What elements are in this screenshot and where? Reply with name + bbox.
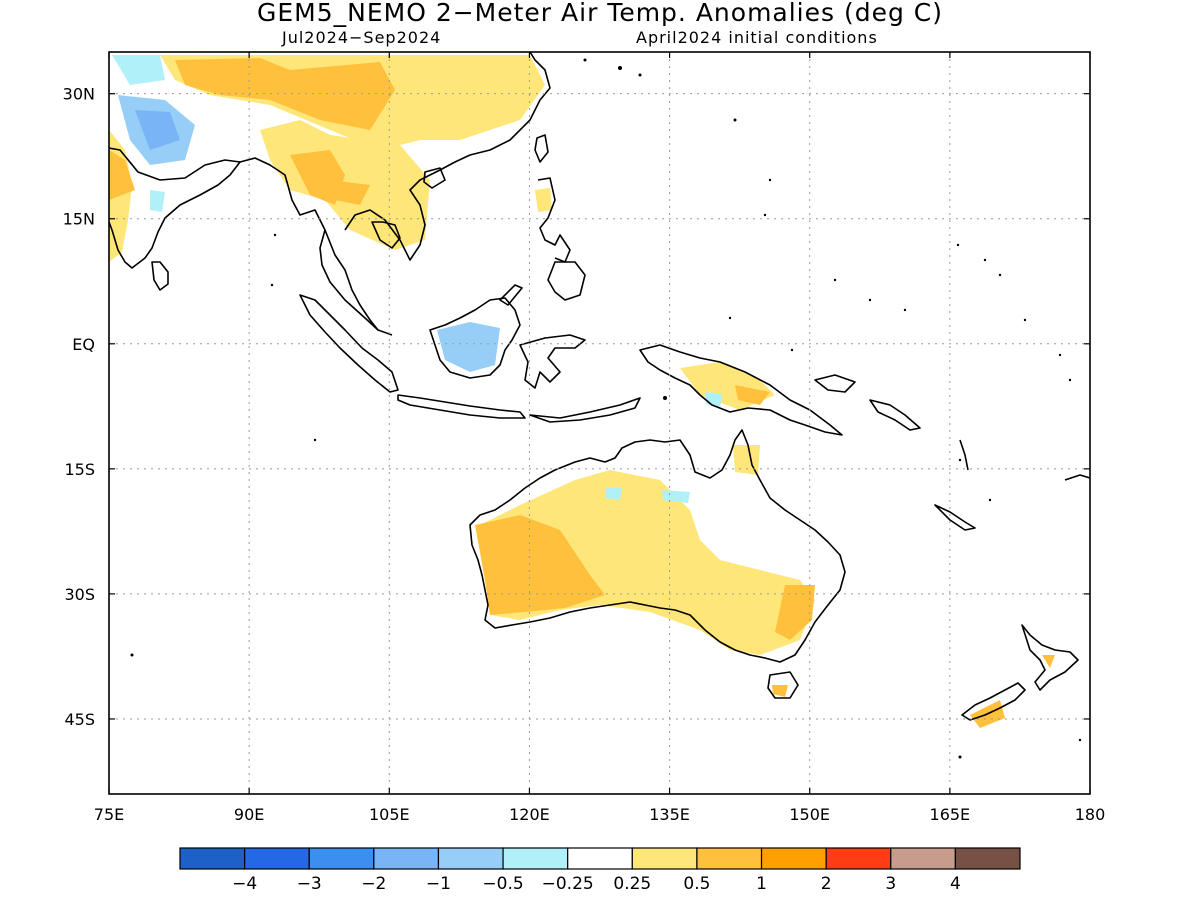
- anomaly-patch-australia-warm-core: [475, 515, 605, 615]
- coast-solomons: [869, 399, 921, 431]
- colorbar: −4 −3 −2 −1 −0.5 −0.25 0.25 0.5 1 2 3 4: [179, 847, 1021, 894]
- colorbar-swatch: [760, 847, 827, 870]
- lon-tick-label: 120E: [509, 805, 550, 824]
- lat-tick-label: 30N: [63, 85, 95, 104]
- lat-tick-label: 45S: [64, 710, 95, 729]
- coast-sulawesi: [519, 334, 586, 389]
- colorbar-label: 0.25: [613, 874, 651, 894]
- anomaly-patch-newguinea-cool: [705, 392, 722, 408]
- coast-fiji: [1064, 474, 1090, 481]
- coast-palawan: [499, 284, 523, 306]
- scattered-islands: [130, 58, 1082, 759]
- lon-tick-label: 135E: [649, 805, 690, 824]
- anomaly-shading: [109, 55, 1055, 728]
- colorbar-label: −4: [232, 874, 257, 894]
- lon-tick-label: 90E: [234, 805, 264, 824]
- anomaly-patch-arnhem-cool: [662, 490, 690, 503]
- anomaly-patch-tasmania-warm: [772, 685, 788, 697]
- anomaly-patch-philippines-warm: [535, 188, 552, 212]
- coast-borneo: [429, 297, 521, 379]
- coast-nz-south: [961, 682, 1026, 721]
- forecast-period: Jul2024−Sep2024: [282, 28, 442, 47]
- coast-gulf-thailand: [371, 221, 401, 249]
- coast-luzon: [537, 177, 571, 263]
- anomaly-patch-kimberley-cool: [605, 488, 622, 500]
- colorbar-label: −3: [297, 874, 322, 894]
- colorbar-swatch: [890, 847, 956, 870]
- map-content: [109, 52, 1090, 759]
- coast-philippines-south: [547, 261, 586, 301]
- colorbar-label: 1: [756, 874, 767, 894]
- coast-vanuatu: [959, 439, 969, 471]
- colorbar-label: 0.5: [683, 874, 710, 894]
- grid-lines: [109, 52, 1090, 794]
- coast-srilanka: [151, 261, 169, 291]
- coast-india: [109, 147, 241, 269]
- colorbar-swatch: [502, 847, 569, 870]
- map-title: GEM5_NEMO 2−Meter Air Temp. Anomalies (d…: [256, 0, 944, 27]
- colorbar-swatch: [631, 847, 698, 870]
- colorbar-swatch: [437, 847, 504, 870]
- lat-tick-label: EQ: [72, 335, 95, 354]
- lon-tick-label: 150E: [789, 805, 830, 824]
- initial-conditions-note: April2024 initial conditions: [636, 28, 878, 47]
- colorbar-label: −0.5: [482, 874, 523, 894]
- colorbar-label: −0.25: [542, 874, 594, 894]
- axis-ticks: 75E 90E 105E 120E 135E 150E 165E 180 30N 15N EQ 15S…: [63, 52, 1106, 824]
- colorbar-label: 2: [821, 874, 832, 894]
- colorbar-swatch: [567, 847, 633, 870]
- lon-tick-label: 105E: [369, 805, 410, 824]
- coast-nusa-tenggara: [529, 397, 641, 423]
- colorbar-swatch: [696, 847, 763, 870]
- lon-tick-label: 75E: [94, 805, 124, 824]
- lat-tick-label: 15N: [63, 210, 95, 229]
- anomaly-patch-deccan-cool: [150, 190, 165, 212]
- colorbar-swatch: [825, 847, 892, 870]
- anomaly-patch-nw-cool: [112, 55, 165, 85]
- anomaly-patch-india-cool-core: [135, 110, 180, 150]
- coast-nz-north: [1021, 624, 1079, 691]
- coast-newguinea: [639, 344, 843, 436]
- colorbar-swatch: [179, 847, 246, 870]
- anomaly-patch-nz-north-warm: [1042, 655, 1055, 668]
- coast-taiwan: [534, 134, 549, 163]
- anomaly-patch-australia-warm: [480, 470, 815, 655]
- colorbar-swatch: [244, 847, 310, 870]
- coast-hainan: [423, 167, 446, 189]
- coast-bay-bengal-east: [239, 157, 379, 331]
- colorbar-swatch: [373, 847, 440, 870]
- coast-new-caledonia: [934, 504, 976, 531]
- colorbar-label: 3: [885, 874, 896, 894]
- anomaly-patch-myanmar-warm: [290, 150, 345, 205]
- coast-sumatra: [299, 294, 399, 393]
- colorbar-swatch: [954, 847, 1021, 870]
- coast-malay-peninsula: [319, 229, 393, 336]
- coast-australia: [469, 429, 846, 663]
- lon-tick-label: 180: [1075, 805, 1106, 824]
- coast-new-britain: [814, 374, 856, 393]
- anomaly-patch-thai-warm: [330, 180, 370, 205]
- anomaly-patch-newguinea-core: [735, 385, 770, 405]
- colorbar-swatch: [308, 847, 375, 870]
- anomaly-patch-india-warm-core: [109, 150, 135, 200]
- anomaly-patch-borneo-cool: [437, 322, 500, 372]
- coastlines: [109, 52, 1090, 721]
- lat-tick-label: 30S: [64, 585, 95, 604]
- coast-tasmania: [767, 671, 799, 699]
- anomaly-patch-se-australia-warm: [775, 585, 815, 640]
- colorbar-label: −1: [426, 874, 451, 894]
- colorbar-label: 4: [950, 874, 961, 894]
- lon-tick-label: 165E: [930, 805, 971, 824]
- colorbar-label: −2: [361, 874, 386, 894]
- map-frame: [108, 51, 1091, 795]
- anomaly-patch-cape-york-warm: [733, 445, 760, 475]
- coast-java: [397, 394, 526, 419]
- lat-tick-label: 15S: [64, 460, 95, 479]
